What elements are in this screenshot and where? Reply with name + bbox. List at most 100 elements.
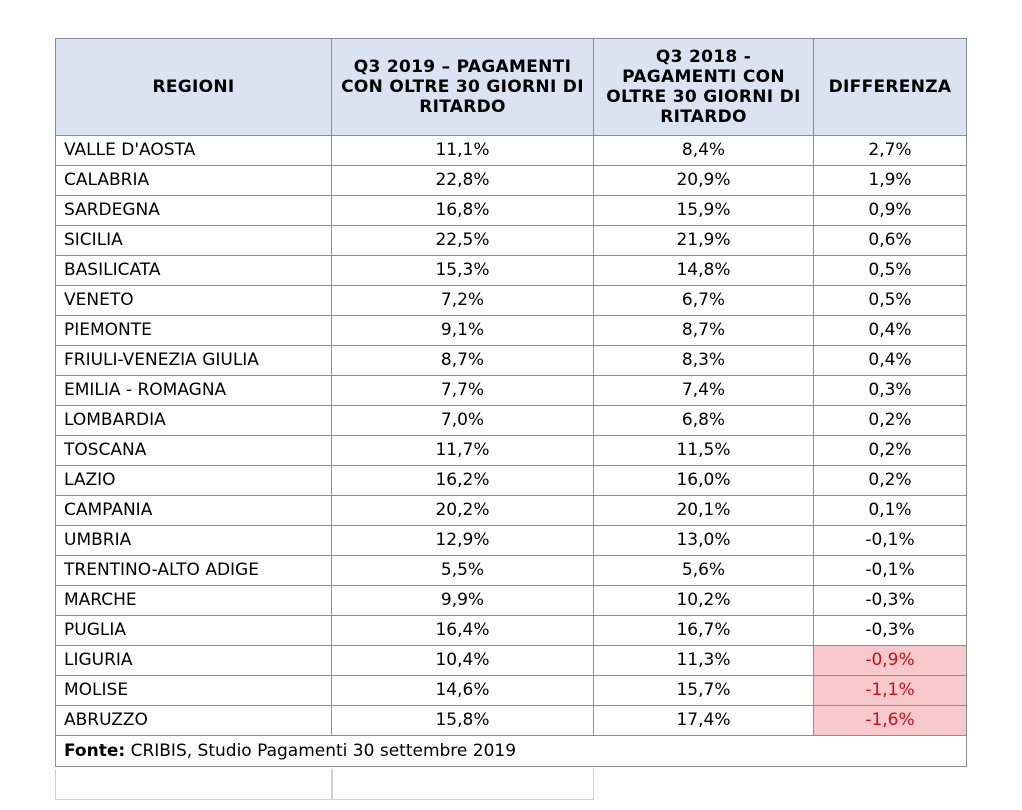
cell-region: LIGURIA: [55, 645, 332, 676]
cell-difference: -0,1%: [813, 525, 967, 556]
cell-q3-2019: 16,2%: [331, 465, 594, 496]
table-row: CALABRIA 22,8% 20,9% 1,9%: [55, 165, 967, 196]
cell-region: VENETO: [55, 285, 332, 316]
cell-q3-2018: 20,9%: [593, 165, 814, 196]
cell-q3-2019: 16,8%: [331, 195, 594, 226]
table-row: TOSCANA 11,7% 11,5% 0,2%: [55, 435, 967, 466]
cell-region: EMILIA - ROMAGNA: [55, 375, 332, 406]
table-row: EMILIA - ROMAGNA 7,7% 7,4% 0,3%: [55, 375, 967, 406]
table-row: FRIULI-VENEZIA GIULIA 8,7% 8,3% 0,4%: [55, 345, 967, 376]
cell-q3-2019: 9,9%: [331, 585, 594, 616]
cell-q3-2018: 16,7%: [593, 615, 814, 646]
cell-q3-2018: 6,8%: [593, 405, 814, 436]
empty-cell: [55, 769, 332, 800]
cell-q3-2019: 20,2%: [331, 495, 594, 526]
cell-region: CAMPANIA: [55, 495, 332, 526]
cell-region: TRENTINO-ALTO ADIGE: [55, 555, 332, 586]
cell-q3-2018: 7,4%: [593, 375, 814, 406]
cell-region: SARDEGNA: [55, 195, 332, 226]
cell-region: BASILICATA: [55, 255, 332, 286]
cell-q3-2019: 7,7%: [331, 375, 594, 406]
cell-q3-2018: 13,0%: [593, 525, 814, 556]
cell-region: UMBRIA: [55, 525, 332, 556]
cell-difference: 0,1%: [813, 495, 967, 526]
cell-difference: 2,7%: [813, 135, 967, 166]
cell-region: CALABRIA: [55, 165, 332, 196]
cell-difference: 0,4%: [813, 345, 967, 376]
cell-region: ABRUZZO: [55, 705, 332, 736]
cell-q3-2018: 16,0%: [593, 465, 814, 496]
cell-difference: 0,2%: [813, 435, 967, 466]
cell-q3-2018: 15,7%: [593, 675, 814, 706]
cell-q3-2019: 7,0%: [331, 405, 594, 436]
header-region: REGIONI: [55, 38, 332, 136]
cell-region: LAZIO: [55, 465, 332, 496]
cell-q3-2019: 22,8%: [331, 165, 594, 196]
cell-q3-2019: 15,8%: [331, 705, 594, 736]
cell-difference: -0,1%: [813, 555, 967, 586]
table-row: CAMPANIA 20,2% 20,1% 0,1%: [55, 495, 967, 526]
cell-difference: 0,5%: [813, 285, 967, 316]
cell-q3-2019: 22,5%: [331, 225, 594, 256]
cell-region: VALLE D'AOSTA: [55, 135, 332, 166]
cell-q3-2019: 7,2%: [331, 285, 594, 316]
table-row: BASILICATA 15,3% 14,8% 0,5%: [55, 255, 967, 286]
cell-q3-2018: 11,3%: [593, 645, 814, 676]
cell-q3-2019: 14,6%: [331, 675, 594, 706]
cell-difference: 0,5%: [813, 255, 967, 286]
cell-q3-2019: 5,5%: [331, 555, 594, 586]
table-row: LAZIO 16,2% 16,0% 0,2%: [55, 465, 967, 496]
table-row: SICILIA 22,5% 21,9% 0,6%: [55, 225, 967, 256]
table-row: LIGURIA 10,4% 11,3% -0,9%: [55, 645, 967, 676]
table-row: TRENTINO-ALTO ADIGE 5,5% 5,6% -0,1%: [55, 555, 967, 586]
cell-difference: 0,3%: [813, 375, 967, 406]
cell-q3-2018: 8,3%: [593, 345, 814, 376]
cell-region: PIEMONTE: [55, 315, 332, 346]
cell-q3-2019: 11,1%: [331, 135, 594, 166]
table-header-row: REGIONI Q3 2019 – PAGAMENTI CON OLTRE 30…: [55, 38, 967, 136]
cell-q3-2019: 9,1%: [331, 315, 594, 346]
cell-q3-2018: 11,5%: [593, 435, 814, 466]
cell-q3-2019: 15,3%: [331, 255, 594, 286]
cell-q3-2018: 8,4%: [593, 135, 814, 166]
cell-q3-2018: 14,8%: [593, 255, 814, 286]
table-row: ABRUZZO 15,8% 17,4% -1,6%: [55, 705, 967, 736]
cell-difference: 0,4%: [813, 315, 967, 346]
table-row: PIEMONTE 9,1% 8,7% 0,4%: [55, 315, 967, 346]
source-text: CRIBIS, Studio Pagamenti 30 settembre 20…: [125, 740, 517, 761]
cell-q3-2019: 12,9%: [331, 525, 594, 556]
cell-difference: -0,9%: [813, 645, 967, 676]
cell-q3-2018: 10,2%: [593, 585, 814, 616]
empty-cell: [332, 769, 594, 800]
cell-q3-2018: 20,1%: [593, 495, 814, 526]
cell-q3-2018: 21,9%: [593, 225, 814, 256]
cell-region: PUGLIA: [55, 615, 332, 646]
cell-region: SICILIA: [55, 225, 332, 256]
cell-q3-2018: 6,7%: [593, 285, 814, 316]
cell-q3-2019: 10,4%: [331, 645, 594, 676]
table-row: VALLE D'AOSTA 11,1% 8,4% 2,7%: [55, 135, 967, 166]
table-row: MOLISE 14,6% 15,7% -1,1%: [55, 675, 967, 706]
cell-q3-2018: 15,9%: [593, 195, 814, 226]
table-row: SARDEGNA 16,8% 15,9% 0,9%: [55, 195, 967, 226]
cell-difference: -1,1%: [813, 675, 967, 706]
header-difference: DIFFERENZA: [813, 38, 967, 136]
table-row: VENETO 7,2% 6,7% 0,5%: [55, 285, 967, 316]
table-row: MARCHE 9,9% 10,2% -0,3%: [55, 585, 967, 616]
table-row: PUGLIA 16,4% 16,7% -0,3%: [55, 615, 967, 646]
table-row: UMBRIA 12,9% 13,0% -0,1%: [55, 525, 967, 556]
header-q3-2019: Q3 2019 – PAGAMENTI CON OLTRE 30 GIORNI …: [331, 38, 594, 136]
cell-region: TOSCANA: [55, 435, 332, 466]
cell-q3-2018: 8,7%: [593, 315, 814, 346]
source-row: Fonte: CRIBIS, Studio Pagamenti 30 sette…: [55, 735, 967, 767]
cell-difference: 0,2%: [813, 465, 967, 496]
cell-difference: 0,9%: [813, 195, 967, 226]
cell-difference: 0,2%: [813, 405, 967, 436]
cell-region: MOLISE: [55, 675, 332, 706]
cell-difference: -0,3%: [813, 585, 967, 616]
cell-q3-2018: 17,4%: [593, 705, 814, 736]
cell-difference: 0,6%: [813, 225, 967, 256]
cell-difference: -0,3%: [813, 615, 967, 646]
table-row: LOMBARDIA 7,0% 6,8% 0,2%: [55, 405, 967, 436]
cell-region: FRIULI-VENEZIA GIULIA: [55, 345, 332, 376]
